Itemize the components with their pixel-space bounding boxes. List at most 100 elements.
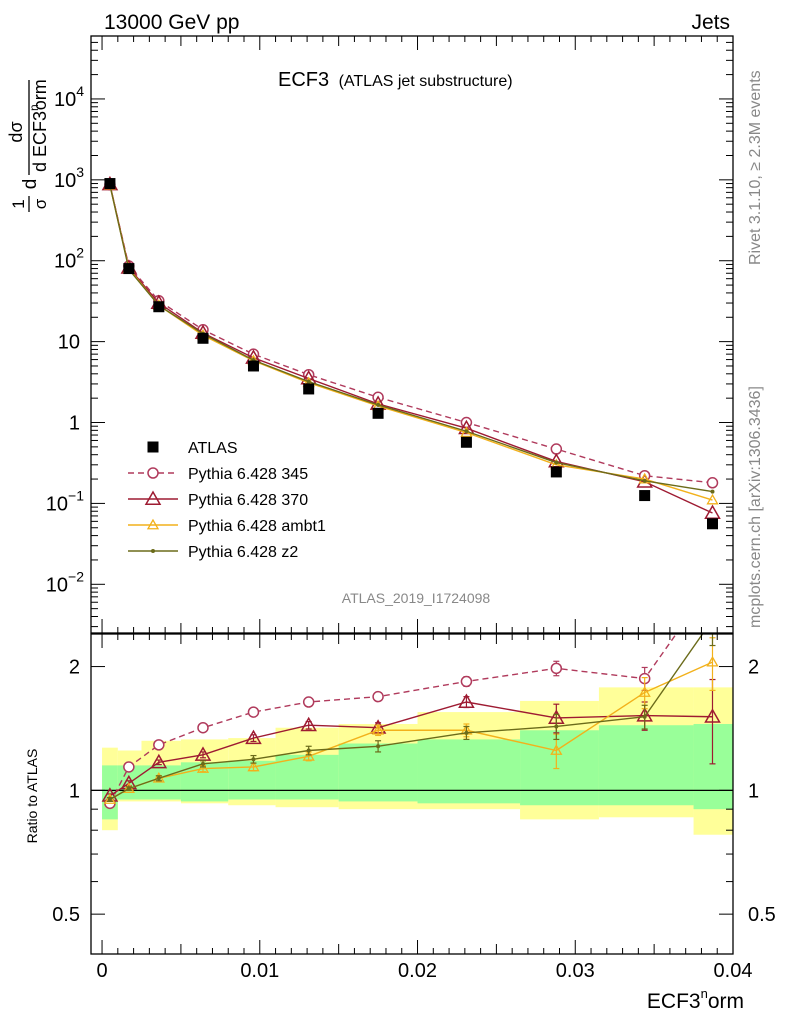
upper-ytick-label-1: 10−1	[46, 487, 84, 515]
header-category: Jets	[691, 11, 730, 34]
upper-ytick-exp-6: 4	[76, 83, 84, 99]
band-inner-7	[417, 739, 521, 804]
upper-point-4-5	[306, 379, 311, 384]
plot-title-subtitle: (ATLAS jet substructure)	[339, 73, 513, 90]
ratio-point-4-0	[107, 797, 112, 802]
upper-point-4-9	[642, 478, 647, 483]
rivet-version-text: Rivet 3.1.10, ≥ 2.3M events	[747, 70, 764, 265]
upper-point-4-10	[710, 489, 715, 494]
ratio-point-1-4	[247, 706, 260, 718]
ratio-ytick-label-right-1: 1	[748, 780, 759, 802]
mcplots-reference-text: mcplots.cern.ch [arXiv:1306.3436]	[747, 386, 764, 628]
upper-ytick-base-4: 10	[54, 251, 76, 273]
ratio-point-1-3	[197, 721, 209, 734]
ratio-point-3-5	[302, 750, 315, 761]
xtick-label-4: 0.04	[714, 960, 753, 982]
upper-ytick-label-4: 102	[54, 245, 84, 273]
upper-point-4-6	[376, 402, 381, 407]
legend-marker-3	[146, 518, 160, 530]
ratio-point-3-0	[103, 793, 117, 804]
legend-label-1: Pythia 6.428 345	[188, 466, 308, 483]
upper-ytick-base-1: 10	[46, 493, 68, 515]
upper-ytick-base-0: 10	[46, 574, 68, 596]
upper-point-1-8	[550, 443, 563, 455]
upper-point-0-10	[706, 518, 718, 530]
legend-marker-1	[147, 467, 159, 479]
ratio-point-2-5	[300, 716, 317, 732]
ratio-point-3-6	[371, 723, 385, 735]
ratio-point-3-10	[706, 655, 719, 667]
upper-point-0-8	[550, 466, 562, 478]
upper-point-2-10	[704, 504, 721, 520]
ratio-point-4-8	[554, 724, 559, 729]
upper-ytick-exp-0: −2	[68, 568, 84, 584]
upper-point-0-7	[460, 436, 472, 448]
header-energy: 13000 GeV pp	[104, 11, 239, 34]
upper-point-0-1	[123, 263, 135, 275]
upper-point-0-5	[303, 383, 315, 395]
ratio-y-axis-label: Ratio to ATLAS	[24, 749, 40, 844]
ratio-point-3-8	[550, 744, 563, 755]
ratio-point-4-1	[126, 786, 131, 791]
ratio-point-1-6	[372, 690, 384, 703]
ylabel-denominator: d ECF3norm	[27, 79, 50, 172]
ratio-point-4-2	[156, 776, 161, 781]
upper-ytick-label-2: 1	[69, 413, 80, 435]
upper-ytick-exp-4: 2	[76, 245, 84, 261]
ratio-point-4-3	[200, 761, 205, 766]
ratio-point-4-10	[710, 618, 714, 622]
ratio-point-3-4	[247, 760, 260, 772]
upper-ytick-exp-1: −1	[68, 487, 84, 503]
ylabel-one: 1	[9, 199, 28, 208]
xlabel-sup: n	[701, 986, 708, 1001]
ratio-point-2-7	[458, 693, 475, 709]
ratio-point-3-9	[638, 686, 651, 697]
x-axis-label: ECF3norm	[647, 986, 744, 1013]
band-inner-6	[338, 743, 418, 802]
legend-label-4: Pythia 6.428 z2	[188, 544, 298, 561]
upper-point-0-0	[104, 178, 116, 190]
ratio-point-1-8	[550, 662, 563, 675]
legend-entry-3: Pythia 6.428 ambt1	[128, 518, 326, 535]
legend: ATLAS Pythia 6.428 345 Pythia 6.428 370 Pyt…	[128, 440, 326, 561]
ratio-ytick-label-left-1: 1	[69, 780, 80, 802]
upper-point-0-4	[247, 360, 259, 372]
ratio-plot	[101, 618, 721, 810]
ylabel-d: d	[20, 179, 41, 190]
upper-point-1-10	[706, 477, 719, 489]
upper-point-0-2	[153, 301, 165, 313]
legend-marker-2	[144, 490, 162, 505]
band-inner-8	[520, 730, 599, 806]
upper-ytick-label-6: 104	[54, 83, 84, 111]
legend-label-3: Pythia 6.428 ambt1	[188, 518, 326, 535]
upper-point-0-6	[372, 407, 384, 419]
upper-point-2-7	[458, 419, 475, 435]
ratio-ytick-label-left-0: 0.5	[52, 904, 80, 926]
upper-point-0-9	[639, 490, 651, 502]
upper-point-4-8	[554, 460, 559, 465]
band-inner-5	[275, 754, 339, 800]
upper-point-0-3	[197, 332, 209, 344]
ratio-point-4-7	[464, 730, 469, 735]
ratio-point-1-2	[153, 739, 165, 751]
ratio-point-4-9	[642, 714, 647, 719]
ratio-ytick-label-left-2: 2	[69, 657, 80, 679]
xtick-label-0: 0	[96, 960, 107, 982]
plot-title: ECF3 (ATLAS jet substructure)	[278, 69, 513, 91]
ratio-ytick-label-right-2: 2	[748, 657, 759, 679]
ratio-ytick-label-right-0: 0.5	[748, 904, 776, 926]
ratio-point-1-7	[460, 675, 473, 688]
upper-plot	[101, 175, 721, 530]
legend-entry-2: Pythia 6.428 370	[128, 490, 308, 509]
upper-line-2	[109, 184, 713, 514]
upper-point-4-7	[464, 429, 469, 434]
legend-entry-0: ATLAS	[147, 440, 238, 457]
ratio-point-4-4	[251, 757, 256, 762]
ratio-point-4-6	[376, 744, 381, 749]
ratio-frame	[90, 633, 734, 955]
ylabel-sup: n	[27, 104, 41, 111]
upper-ytick-base-6: 10	[54, 89, 76, 111]
ratio-point-1-1	[123, 761, 135, 773]
ratio-point-4-5	[306, 748, 311, 753]
